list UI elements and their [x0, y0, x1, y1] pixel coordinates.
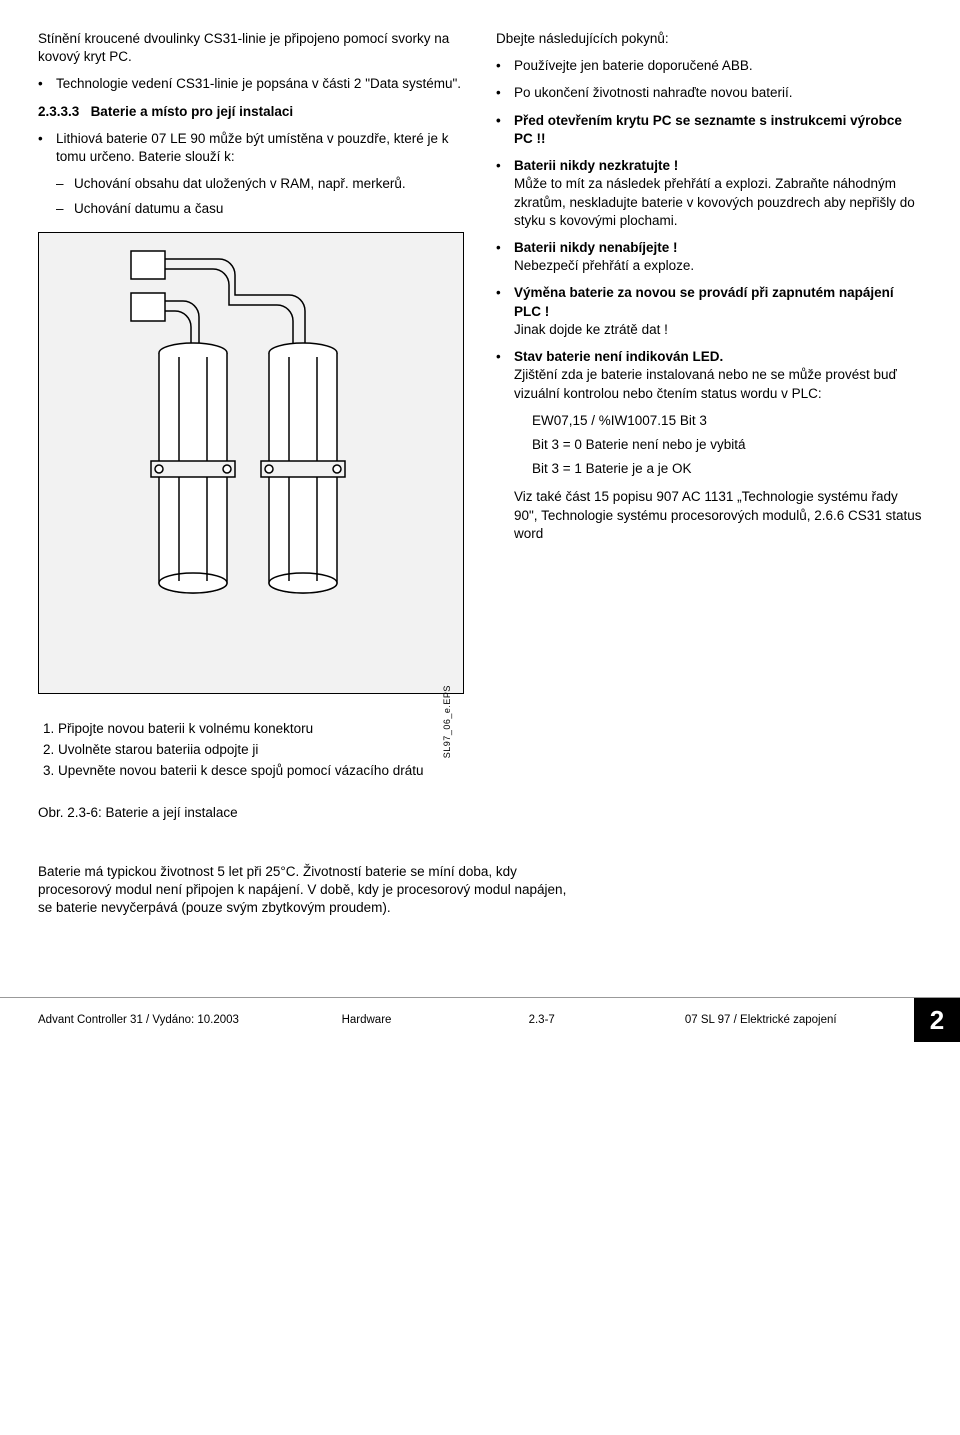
dash-time: Uchování datumu a času: [56, 200, 464, 218]
bit-1: Bit 3 = 1 Baterie je a je OK: [532, 460, 922, 478]
footer-chapter: 2: [914, 998, 960, 1042]
right-column: Dbejte následujících pokynů: Používejte …: [496, 30, 922, 694]
bullet-tech: Technologie vedení CS31-linie je popsána…: [38, 75, 464, 93]
intro-paragraph: Stínění kroucené dvoulinky CS31-linie je…: [38, 30, 464, 66]
inst-4: Baterii nikdy nezkratujte ! Může to mít …: [496, 157, 922, 230]
page-footer: Advant Controller 31 / Vydáno: 10.2003 H…: [0, 997, 960, 1042]
footer-pagenum: 2.3-7: [476, 1013, 607, 1029]
step-3: Upevněte novou baterii k desce spojů pom…: [58, 762, 922, 780]
bullet-lithium: Lithiová baterie 07 LE 90 může být umíst…: [38, 130, 464, 166]
battery-life: Baterie má typickou životnost 5 let při …: [38, 863, 578, 918]
bit-0: Bit 3 = 0 Baterie není nebo je vybitá: [532, 436, 922, 454]
section-heading: 2.3.3.3 Baterie a místo pro její instala…: [38, 103, 464, 121]
inst-3: Před otevřením krytu PC se seznamte s in…: [496, 112, 922, 148]
replacement-steps: Připojte novou baterii k volnému konekto…: [38, 720, 922, 918]
inst-7: Stav baterie není indikován LED. Zjištěn…: [496, 348, 922, 403]
step-2: Uvolněte starou bateriia odpojte ji: [58, 741, 922, 759]
inst-5: Baterii nikdy nenabíjejte ! Nebezpečí př…: [496, 239, 922, 275]
status-code: EW07,15 / %IW1007.15 Bit 3: [532, 412, 922, 430]
step-1: Připojte novou baterii k volnému konekto…: [58, 720, 922, 738]
status-word-block: EW07,15 / %IW1007.15 Bit 3 Bit 3 = 0 Bat…: [496, 412, 922, 479]
footer-left: Advant Controller 31 / Vydáno: 10.2003: [0, 1013, 257, 1029]
see-also: Viz také část 15 popisu 907 AC 1131 „Tec…: [496, 488, 922, 543]
footer-right: 07 SL 97 / Elektrické zapojení: [607, 1013, 914, 1029]
inst-6: Výměna baterie za novou se provádí při z…: [496, 284, 922, 339]
dash-ram: Uchování obsahu dat uložených v RAM, nap…: [56, 175, 464, 193]
inst-1: Používejte jen baterie doporučené ABB.: [496, 57, 922, 75]
footer-hardware: Hardware: [257, 1013, 476, 1029]
figure-caption: Obr. 2.3-6: Baterie a její instalace: [38, 804, 922, 822]
left-column: Stínění kroucené dvoulinky CS31-linie je…: [38, 30, 464, 694]
battery-svg: [71, 245, 431, 665]
inst-2: Po ukončení životnosti nahraďte novou ba…: [496, 84, 922, 102]
instructions-lead: Dbejte následujících pokynů:: [496, 30, 922, 48]
eps-label: SL97_06_e.EPS: [441, 685, 453, 758]
battery-diagram: SL97_06_e.EPS: [38, 232, 464, 694]
